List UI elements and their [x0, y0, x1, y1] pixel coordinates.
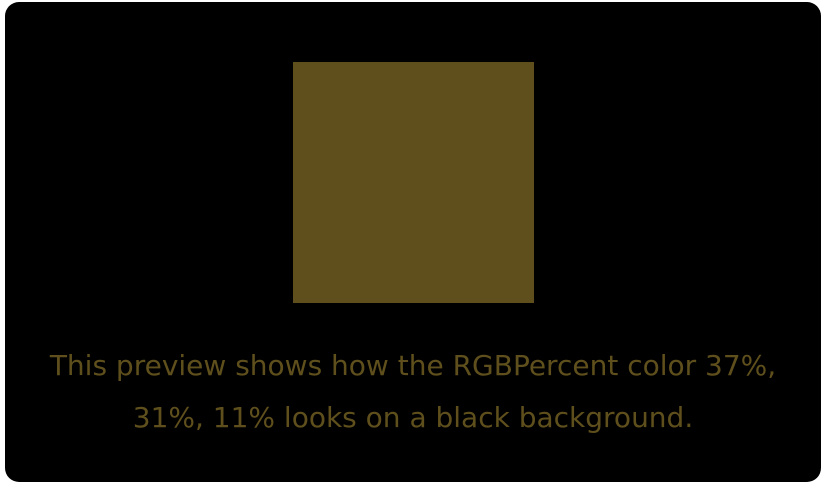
preview-panel: This preview shows how the RGBPercent co…: [5, 2, 821, 482]
preview-caption: This preview shows how the RGBPercent co…: [49, 349, 777, 434]
color-swatch: [293, 62, 534, 303]
